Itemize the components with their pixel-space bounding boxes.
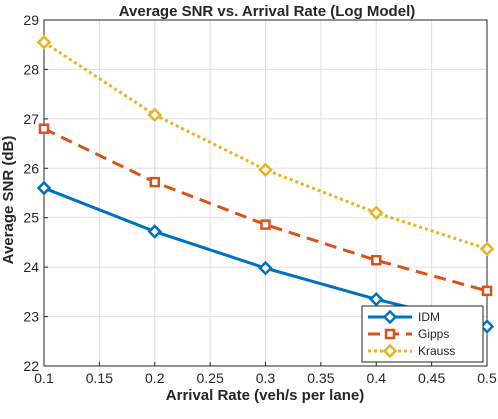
legend-marker-krauss bbox=[382, 343, 398, 359]
y-tick-label: 23 bbox=[23, 309, 39, 325]
data-point-krauss bbox=[479, 241, 495, 257]
legend-item-krauss: Krauss bbox=[368, 343, 455, 359]
axis-ticks: 0.1 0.15 0.2 0.25 0.3 0.35 0.4 0.45 0.5 22 23 24 25 2… bbox=[23, 12, 497, 386]
legend-label-krauss: Krauss bbox=[418, 344, 455, 358]
data-point-idm bbox=[147, 224, 163, 239]
x-tick-label: 0.4 bbox=[367, 370, 387, 386]
legend-item-idm: IDM bbox=[368, 309, 440, 325]
data-point-gipps bbox=[149, 176, 160, 188]
x-tick-label: 0.45 bbox=[418, 370, 445, 386]
y-axis-title: Average SNR (dB) bbox=[0, 136, 17, 265]
data-point-gipps bbox=[481, 285, 493, 297]
x-tick-label: 0.5 bbox=[477, 370, 497, 386]
x-tick-label: 0.3 bbox=[256, 370, 276, 386]
y-tick-label: 24 bbox=[23, 259, 39, 275]
series-krauss bbox=[36, 34, 495, 257]
data-point-krauss bbox=[36, 34, 52, 50]
data-point-krauss bbox=[258, 162, 273, 178]
legend-item-gipps: Gipps bbox=[368, 327, 449, 341]
data-point-krauss bbox=[368, 205, 384, 221]
y-tick-label: 29 bbox=[23, 12, 39, 28]
legend-marker-idm bbox=[382, 309, 398, 325]
data-point-idm bbox=[36, 180, 52, 196]
data-point-gipps bbox=[371, 254, 382, 266]
data-point-idm bbox=[258, 260, 273, 276]
legend-marker-gipps bbox=[384, 328, 396, 340]
series-line-gipps bbox=[43, 127, 488, 293]
y-tick-label: 28 bbox=[23, 61, 39, 77]
x-tick-label: 0.25 bbox=[197, 370, 224, 386]
data-point-gipps bbox=[38, 123, 50, 134]
x-tick-label: 0.2 bbox=[145, 370, 165, 386]
y-tick-label: 26 bbox=[23, 160, 39, 176]
y-tick-label: 25 bbox=[23, 210, 39, 226]
x-tick-label: 0.35 bbox=[307, 370, 334, 386]
y-tick-label: 22 bbox=[23, 358, 39, 374]
series-gipps bbox=[38, 123, 493, 297]
legend-label-gipps: Gipps bbox=[418, 327, 449, 341]
legend-label-idm: IDM bbox=[418, 310, 440, 324]
data-point-gipps bbox=[260, 219, 271, 230]
data-point-idm bbox=[368, 292, 384, 307]
data-point-krauss bbox=[147, 107, 163, 123]
x-axis-title: Arrival Rate (veh/s per lane) bbox=[166, 387, 364, 404]
legend-box bbox=[361, 305, 484, 363]
y-tick-label: 27 bbox=[23, 111, 39, 127]
legend: IDM Gipps Krauss bbox=[361, 305, 484, 363]
x-tick-label: 0.1 bbox=[34, 370, 54, 386]
chart-title: Average SNR vs. Arrival Rate (Log Model) bbox=[119, 3, 415, 20]
x-tick-label: 0.15 bbox=[86, 370, 113, 386]
